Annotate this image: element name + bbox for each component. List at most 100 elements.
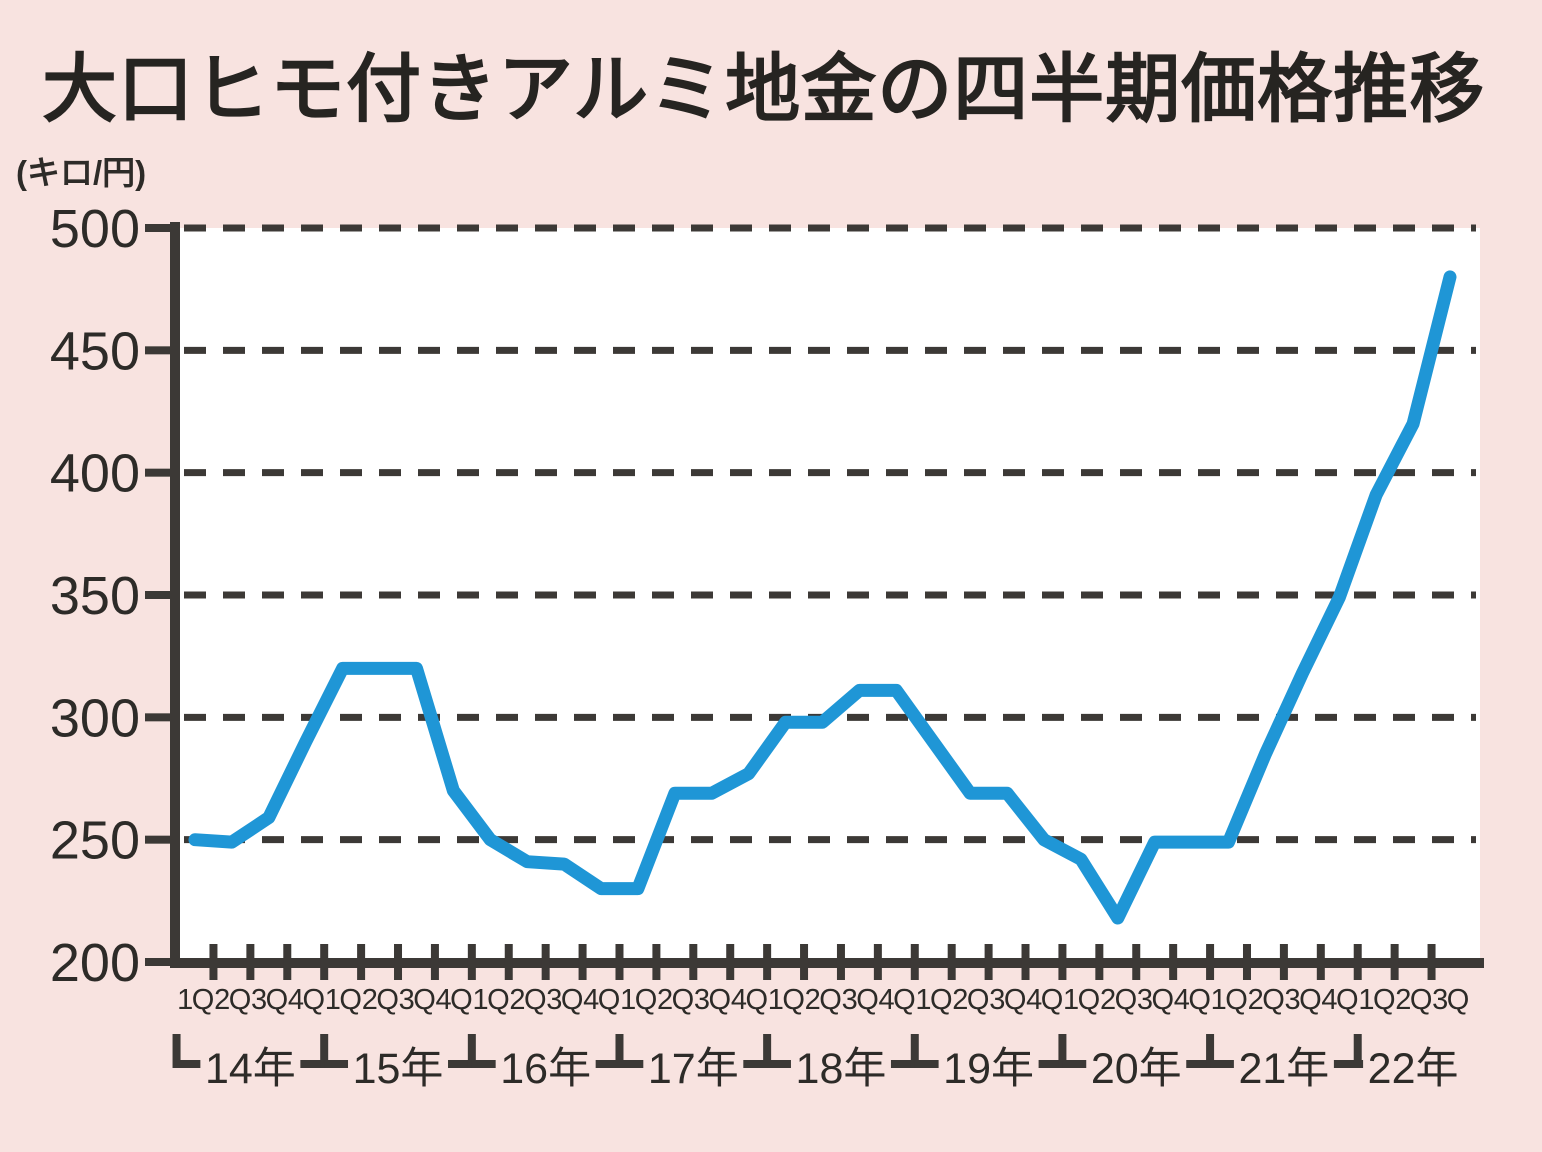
y-tick-500: [145, 224, 172, 232]
quarter-label: 2Q: [1395, 984, 1432, 1016]
x-tick: [467, 944, 476, 980]
x-tick: [1242, 944, 1251, 980]
x-tick: [615, 944, 624, 980]
quarter-label: 2Q: [657, 984, 694, 1016]
year-bracket-line: [1357, 1060, 1364, 1068]
x-tick: [246, 944, 255, 980]
y-axis-label: 500: [50, 199, 140, 259]
quarter-label: 2Q: [509, 984, 546, 1016]
year-label: 20年: [1091, 1045, 1182, 1093]
year-bracket-line: [448, 1060, 472, 1068]
quarter-label: 4Q: [731, 984, 768, 1016]
quarter-label: 3Q: [989, 984, 1026, 1016]
x-tick: [320, 944, 329, 980]
year-bracket-tee: [1058, 1034, 1067, 1068]
quarter-label: 1Q: [1211, 984, 1248, 1016]
quarter-label: 4Q: [1026, 984, 1063, 1016]
x-tick: [763, 944, 772, 980]
year-bracket-line: [914, 1060, 939, 1068]
y-axis-label: 300: [50, 688, 140, 748]
year-bracket-line: [767, 1060, 791, 1068]
x-tick: [1279, 944, 1288, 980]
quarter-label: 3Q: [694, 984, 731, 1016]
x-tick: [1021, 944, 1030, 980]
year-axis: 14年 15年 16年 17年 18年 19年 20年 21年 22年: [172, 1034, 1459, 1093]
quarter-label: 4Q: [878, 984, 915, 1016]
x-tick: [430, 944, 439, 980]
y-axis-label: 350: [50, 566, 140, 626]
y-tick-200: [145, 958, 172, 966]
year-bracket-tee: [1353, 1034, 1362, 1068]
x-tick: [800, 944, 809, 980]
x-tick: [1390, 944, 1399, 980]
y-tick-250: [145, 835, 172, 844]
x-tick: [910, 944, 919, 980]
x-tick: [209, 944, 218, 980]
year-bracket-tee: [910, 1034, 919, 1068]
year-bracket-line: [1062, 1060, 1087, 1068]
x-tick: [652, 944, 661, 980]
year-bracket-line: [619, 1060, 644, 1068]
x-tick: [1095, 944, 1104, 980]
x-tick: [357, 944, 366, 980]
quarter-label: 4Q: [288, 984, 325, 1016]
quarter-label: 4Q: [583, 984, 620, 1016]
year-label: 15年: [353, 1045, 444, 1093]
quarter-label: 1Q: [620, 984, 657, 1016]
quarter-label: 1Q: [915, 984, 952, 1016]
x-axis-ticks: [209, 944, 1436, 980]
quarter-label: 4Q: [436, 984, 473, 1016]
y-axis-label: 400: [50, 444, 140, 504]
x-tick: [984, 944, 993, 980]
y-axis-label: 200: [50, 933, 140, 993]
x-tick: [1353, 944, 1362, 980]
year-bracket-corner: [172, 1034, 181, 1068]
y-axis-unit-label: (キロ/円): [16, 154, 147, 191]
quarter-label: 1Q: [1358, 984, 1395, 1016]
year-bracket-tee: [763, 1034, 772, 1068]
y-tick-300: [145, 713, 172, 722]
quarter-label: 3Q: [546, 984, 583, 1016]
y-tick-400: [145, 468, 172, 477]
year-label: 16年: [500, 1045, 591, 1093]
price-series-line: [188, 270, 1457, 925]
quarter-label: 2Q: [1248, 984, 1285, 1016]
year-bracket-line: [1038, 1060, 1063, 1068]
quarter-label: 2Q: [952, 984, 989, 1016]
quarter-label: 1Q: [177, 984, 214, 1016]
y-tick-450: [145, 346, 172, 355]
year-label: 21年: [1238, 1045, 1329, 1093]
quarter-label: 2Q: [214, 984, 251, 1016]
year-label: 19年: [943, 1045, 1034, 1093]
x-tick: [689, 944, 698, 980]
year-bracket-line: [743, 1060, 768, 1068]
chart-title: 大口ヒモ付きアルミ地金の四半期価格推移: [42, 47, 1486, 131]
x-tick: [504, 944, 513, 980]
quarter-label: 4Q: [1174, 984, 1211, 1016]
quarter-label: 2Q: [362, 984, 399, 1016]
year-label: 14年: [205, 1045, 296, 1093]
quarter-label: 2Q: [1100, 984, 1137, 1016]
y-axis-ticks: [145, 224, 172, 966]
year-bracket-line: [471, 1060, 496, 1068]
quarter-label: 1Q: [768, 984, 805, 1016]
year-bracket-tee: [467, 1034, 476, 1068]
x-tick: [873, 944, 882, 980]
year-bracket-line: [890, 1060, 915, 1068]
y-axis-label: 450: [50, 321, 140, 381]
quarter-label: 1Q: [325, 984, 362, 1016]
x-tick: [1169, 944, 1178, 980]
y-tick-350: [145, 591, 172, 599]
x-tick: [1206, 944, 1215, 980]
year-bracket-tee: [1206, 1034, 1215, 1068]
year-bracket-line: [324, 1060, 349, 1068]
x-tick: [947, 944, 956, 980]
x-tick: [1427, 944, 1436, 980]
quarter-label: 1Q: [472, 984, 509, 1016]
year-bracket-line: [1186, 1060, 1211, 1068]
quarter-label: 3Q: [1285, 984, 1322, 1016]
x-tick: [394, 944, 403, 980]
quarter-label: 3Q: [399, 984, 436, 1016]
x-tick: [541, 944, 550, 980]
